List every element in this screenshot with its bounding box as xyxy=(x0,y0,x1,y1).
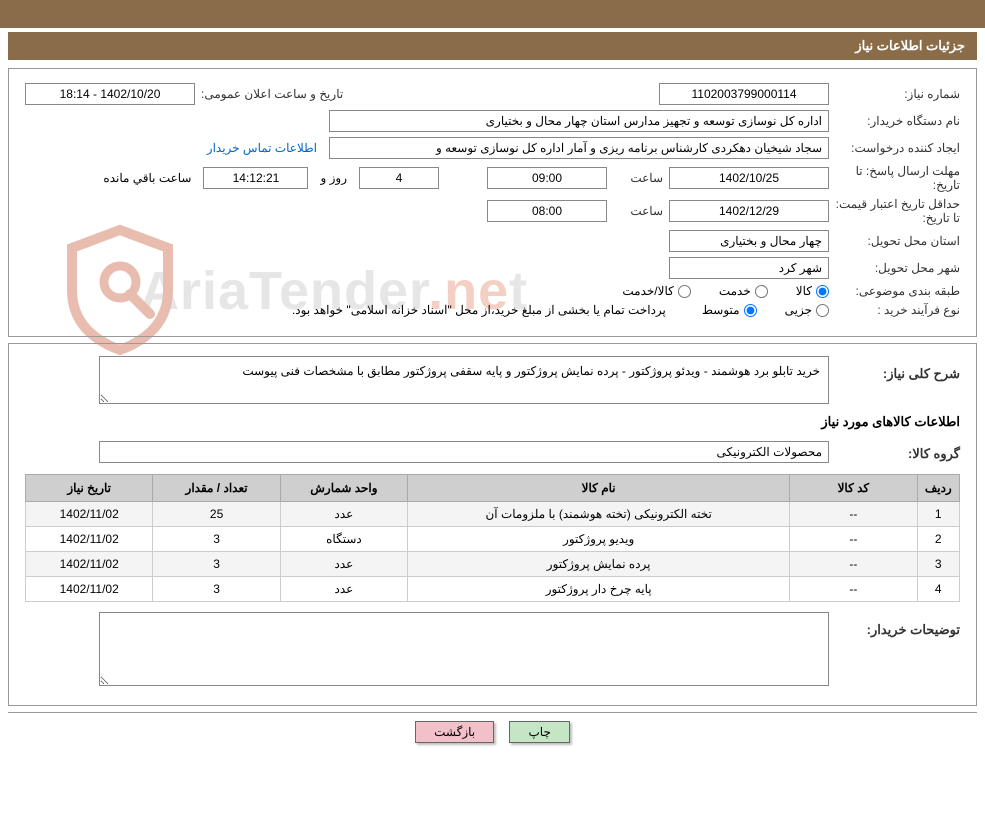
cell-code: -- xyxy=(790,502,917,527)
deadline-hour: 09:00 xyxy=(487,167,607,189)
cat-both-radio[interactable] xyxy=(678,285,691,298)
top-bar xyxy=(0,0,985,28)
deadline-date: 1402/10/25 xyxy=(669,167,829,189)
cell-code: -- xyxy=(790,577,917,602)
table-row: 1--تخته الکترونیکی (تخته هوشمند) با ملزو… xyxy=(26,502,960,527)
cell-unit: عدد xyxy=(280,502,407,527)
cat-both-option[interactable]: کالا/خدمت xyxy=(622,284,690,298)
announce-value: 1402/10/20 - 18:14 xyxy=(25,83,195,105)
cell-date: 1402/11/02 xyxy=(26,502,153,527)
deadline-label: مهلت ارسال پاسخ: تا تاریخ: xyxy=(835,164,960,192)
requester-label: ایجاد کننده درخواست: xyxy=(835,141,960,155)
cell-date: 1402/11/02 xyxy=(26,552,153,577)
city-value: شهر کرد xyxy=(669,257,829,279)
th-unit: واحد شمارش xyxy=(280,475,407,502)
cell-name: تخته الکترونیکی (تخته هوشمند) با ملزومات… xyxy=(408,502,790,527)
proc-type-label: نوع فرآیند خرید : xyxy=(835,303,960,317)
city-label: شهر محل تحویل: xyxy=(835,261,960,275)
th-row: ردیف xyxy=(917,475,959,502)
panel-title: جزئیات اطلاعات نیاز xyxy=(855,38,965,53)
proc-medium-label: متوسط xyxy=(702,303,740,317)
buyer-notes-label: توضیحات خریدار: xyxy=(835,622,960,638)
proc-note: پرداخت تمام یا بخشی از مبلغ خرید،از محل … xyxy=(292,303,666,317)
province-value: چهار محال و بختیاری xyxy=(669,230,829,252)
cell-unit: دستگاه xyxy=(280,527,407,552)
proc-medium-radio[interactable] xyxy=(744,304,757,317)
th-qty: تعداد / مقدار xyxy=(153,475,280,502)
category-radios: کالا خدمت کالا/خدمت xyxy=(622,284,829,298)
proc-small-option[interactable]: جزیی xyxy=(785,303,829,317)
button-bar: چاپ بازگشت xyxy=(8,712,977,751)
cat-goods-radio[interactable] xyxy=(816,285,829,298)
category-label: طبقه بندی موضوعی: xyxy=(835,284,960,298)
cat-both-label: کالا/خدمت xyxy=(622,284,673,298)
cell-row: 2 xyxy=(917,527,959,552)
back-button[interactable]: بازگشت xyxy=(415,721,494,743)
table-row: 4--پایه چرخ دار پروژکتورعدد31402/11/02 xyxy=(26,577,960,602)
cell-name: پرده نمایش پروژکتور xyxy=(408,552,790,577)
need-desc-textarea[interactable] xyxy=(99,356,829,404)
cat-goods-label: کالا xyxy=(796,284,812,298)
panel-header: جزئیات اطلاعات نیاز xyxy=(8,32,977,60)
cell-qty: 25 xyxy=(153,502,280,527)
cell-row: 4 xyxy=(917,577,959,602)
validity-label: حداقل تاریخ اعتبار قیمت: تا تاریخ: xyxy=(835,197,960,225)
province-label: استان محل تحویل: xyxy=(835,234,960,248)
proc-type-radios: جزیی متوسط xyxy=(702,303,829,317)
cell-row: 3 xyxy=(917,552,959,577)
cell-code: -- xyxy=(790,552,917,577)
need-desc-label: شرح کلی نیاز: xyxy=(835,366,960,382)
table-row: 2--ویدیو پروژکتوردستگاه31402/11/02 xyxy=(26,527,960,552)
cell-date: 1402/11/02 xyxy=(26,577,153,602)
cat-service-radio[interactable] xyxy=(755,285,768,298)
cell-unit: عدد xyxy=(280,552,407,577)
deadline-days: 4 xyxy=(359,167,439,189)
cell-unit: عدد xyxy=(280,577,407,602)
cell-qty: 3 xyxy=(153,577,280,602)
cell-qty: 3 xyxy=(153,552,280,577)
proc-small-radio[interactable] xyxy=(816,304,829,317)
deadline-hour-label: ساعت xyxy=(613,171,663,185)
buyer-notes-textarea[interactable] xyxy=(99,612,829,686)
countdown-unit: ساعت باقي مانده xyxy=(103,171,191,185)
th-code: کد کالا xyxy=(790,475,917,502)
cell-date: 1402/11/02 xyxy=(26,527,153,552)
table-row: 3--پرده نمایش پروژکتورعدد31402/11/02 xyxy=(26,552,960,577)
cat-service-option[interactable]: خدمت xyxy=(719,284,768,298)
cat-service-label: خدمت xyxy=(719,284,751,298)
announce-label: تاریخ و ساعت اعلان عمومی: xyxy=(201,87,343,101)
cell-name: پایه چرخ دار پروژکتور xyxy=(408,577,790,602)
cell-qty: 3 xyxy=(153,527,280,552)
cell-name: ویدیو پروژکتور xyxy=(408,527,790,552)
days-unit: روز و xyxy=(320,171,347,185)
proc-medium-option[interactable]: متوسط xyxy=(702,303,757,317)
items-title: اطلاعات کالاهای مورد نیاز xyxy=(25,414,960,430)
buyer-value: اداره کل نوسازی توسعه و تجهیز مدارس استا… xyxy=(329,110,829,132)
info-panel: شماره نیاز: 1102003799000114 تاریخ و ساع… xyxy=(8,68,977,337)
cat-goods-option[interactable]: کالا xyxy=(796,284,829,298)
cell-row: 1 xyxy=(917,502,959,527)
need-number-value: 1102003799000114 xyxy=(659,83,829,105)
buyer-label: نام دستگاه خریدار: xyxy=(835,114,960,128)
validity-date: 1402/12/29 xyxy=(669,200,829,222)
group-value: محصولات الکترونیکی xyxy=(99,441,829,463)
cell-code: -- xyxy=(790,527,917,552)
items-table: ردیف کد کالا نام کالا واحد شمارش تعداد /… xyxy=(25,474,960,602)
proc-small-label: جزیی xyxy=(785,303,812,317)
validity-hour-label: ساعت xyxy=(613,204,663,218)
requester-value: سجاد شیخیان دهکردی کارشناس برنامه ریزی و… xyxy=(329,137,829,159)
items-panel: شرح کلی نیاز: اطلاعات کالاهای مورد نیاز … xyxy=(8,343,977,706)
need-number-label: شماره نیاز: xyxy=(835,87,960,101)
th-name: نام کالا xyxy=(408,475,790,502)
validity-hour: 08:00 xyxy=(487,200,607,222)
countdown: 14:12:21 xyxy=(203,167,308,189)
group-label: گروه کالا: xyxy=(835,446,960,462)
print-button[interactable]: چاپ xyxy=(509,721,569,743)
th-date: تاریخ نیاز xyxy=(26,475,153,502)
contact-link[interactable]: اطلاعات تماس خریدار xyxy=(207,141,317,155)
